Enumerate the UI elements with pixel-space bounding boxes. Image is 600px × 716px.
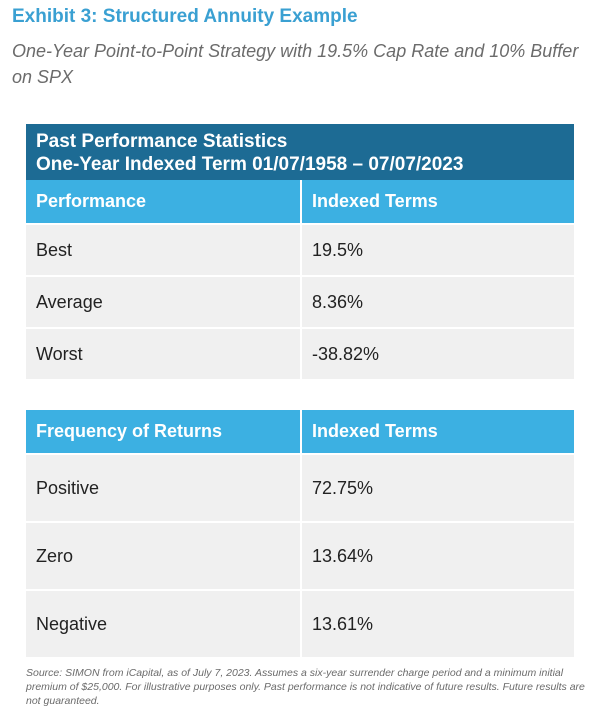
row-value: -38.82% <box>300 329 574 379</box>
column-header-indexed-terms: Indexed Terms <box>300 180 574 223</box>
frequency-column-header-row: Frequency of Returns Indexed Terms <box>26 410 574 453</box>
row-label: Average <box>36 291 103 312</box>
row-value: 13.61% <box>300 591 574 657</box>
performance-stats-header: Past Performance Statistics One-Year Ind… <box>26 124 574 180</box>
table-row: Zero 13.64% <box>26 521 574 589</box>
column-header-performance: Performance <box>36 191 147 211</box>
row-label: Worst <box>36 343 83 364</box>
row-value: 8.36% <box>300 277 574 327</box>
table-row: Negative 13.61% <box>26 589 574 657</box>
row-label: Positive <box>36 477 100 498</box>
row-value: 19.5% <box>300 225 574 275</box>
table-row: Worst -38.82% <box>26 327 574 379</box>
table-row: Positive 72.75% <box>26 453 574 521</box>
performance-stats-period: One-Year Indexed Term 01/07/1958 – 07/07… <box>36 154 464 175</box>
row-label: Negative <box>36 613 108 634</box>
row-label: Best <box>36 239 73 260</box>
performance-stats-table: Past Performance Statistics One-Year Ind… <box>26 124 574 379</box>
row-value: 13.64% <box>300 523 574 589</box>
exhibit-title: Exhibit 3: Structured Annuity Example <box>12 6 358 27</box>
source-footnote: Source: SIMON from iCapital, as of July … <box>26 667 585 707</box>
row-value: 72.75% <box>300 455 574 521</box>
column-header-indexed-terms: Indexed Terms <box>300 410 574 453</box>
table-row: Average 8.36% <box>26 275 574 327</box>
row-label: Zero <box>36 545 74 566</box>
frequency-table: Frequency of Returns Indexed Terms Posit… <box>26 410 574 657</box>
table-row: Best 19.5% <box>26 223 574 275</box>
performance-column-header-row: Performance Indexed Terms <box>26 180 574 223</box>
exhibit-subtitle: One-Year Point-to-Point Strategy with 19… <box>12 41 579 87</box>
column-header-frequency: Frequency of Returns <box>36 421 223 441</box>
performance-stats-title: Past Performance Statistics <box>36 131 288 152</box>
